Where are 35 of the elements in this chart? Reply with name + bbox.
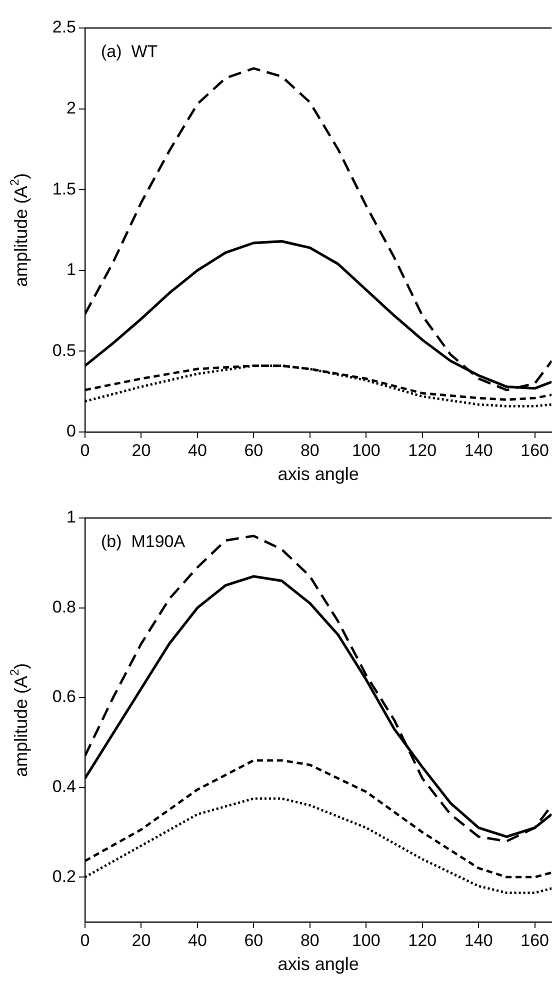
x-tick-label: 60 xyxy=(244,930,264,950)
x-tick-label: 120 xyxy=(408,930,437,950)
y-tick-label: 1 xyxy=(66,260,76,280)
y-axis-title: amplitude (A2) xyxy=(7,663,31,777)
x-axis-title: axis angle xyxy=(278,954,359,974)
y-tick-label: 0 xyxy=(66,422,76,441)
x-tick-label: 20 xyxy=(132,440,151,460)
y-tick-label: 1 xyxy=(66,508,76,527)
y-tick-label: 2 xyxy=(66,98,76,118)
x-tick-label: 140 xyxy=(464,930,493,950)
annotation: (b) M190A xyxy=(101,532,186,552)
y-tick-label: 0.2 xyxy=(52,866,76,886)
x-tick-label: 80 xyxy=(300,440,320,460)
y-tick-label: 0.5 xyxy=(52,340,76,360)
x-tick-label: 100 xyxy=(352,930,380,950)
x-tick-label: 0 xyxy=(80,930,90,950)
x-tick-label: 160 xyxy=(520,930,550,950)
y-tick-label: 0.8 xyxy=(52,597,76,616)
x-tick-label: 40 xyxy=(188,440,207,460)
x-tick-label: 160 xyxy=(520,440,550,460)
x-axis-title: axis angle xyxy=(278,464,359,484)
x-tick-label: 20 xyxy=(132,930,151,950)
x-tick-label: 100 xyxy=(352,440,380,460)
x-tick-label: 120 xyxy=(408,440,437,460)
y-tick-label: 0.4 xyxy=(52,777,76,796)
y-tick-label: 2.5 xyxy=(52,18,76,37)
x-tick-label: 60 xyxy=(244,440,264,460)
x-tick-label: 140 xyxy=(464,440,493,460)
y-tick-label: 1.5 xyxy=(52,179,76,198)
y-tick-label: 0.6 xyxy=(52,687,76,706)
x-tick-label: 80 xyxy=(300,930,320,950)
x-tick-label: 40 xyxy=(188,930,207,950)
y-axis-title: amplitude (A2) xyxy=(7,173,31,287)
x-tick-label: 0 xyxy=(80,440,90,460)
annotation: (a) WT xyxy=(101,42,158,62)
